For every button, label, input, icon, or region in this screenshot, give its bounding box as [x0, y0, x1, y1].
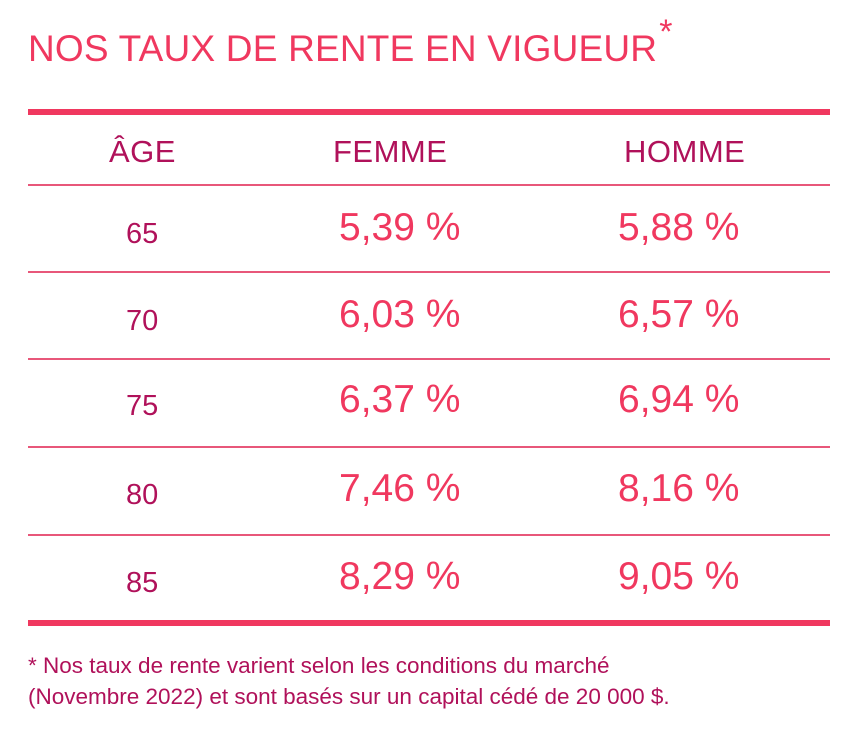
- table-row: 70 6,03 % 6,57 %: [0, 272, 857, 360]
- age-cell: 75: [126, 390, 159, 422]
- femme-rate-cell: 7,46 %: [339, 467, 461, 510]
- page-title: NOS TAUX DE RENTE EN VIGUEUR*: [28, 13, 673, 70]
- row-divider: [28, 534, 830, 536]
- age-cell: 65: [126, 218, 159, 250]
- table-row: 75 6,37 % 6,94 %: [0, 357, 857, 445]
- homme-rate-cell: 6,57 %: [618, 293, 740, 336]
- header-divider: [28, 184, 830, 186]
- footnote-line-1: * Nos taux de rente varient selon les co…: [28, 653, 610, 678]
- table-row: 65 5,39 % 5,88 %: [0, 185, 857, 273]
- footnote-line-2: (Novembre 2022) et sont basés sur un cap…: [28, 684, 670, 709]
- row-divider: [28, 271, 830, 273]
- homme-rate-cell: 8,16 %: [618, 467, 740, 510]
- row-divider: [28, 446, 830, 448]
- age-cell: 80: [126, 479, 159, 511]
- table-top-rule: [28, 109, 830, 115]
- header-femme: FEMME: [333, 134, 448, 169]
- homme-rate-cell: 5,88 %: [618, 206, 740, 249]
- femme-rate-cell: 5,39 %: [339, 206, 461, 249]
- header-age: ÂGE: [109, 134, 176, 169]
- header-homme: HOMME: [624, 134, 746, 169]
- table-row: 85 8,29 % 9,05 %: [0, 534, 857, 622]
- title-text: NOS TAUX DE RENTE EN VIGUEUR: [28, 28, 658, 69]
- femme-rate-cell: 6,37 %: [339, 378, 461, 421]
- row-divider: [28, 358, 830, 360]
- homme-rate-cell: 9,05 %: [618, 555, 740, 598]
- age-cell: 70: [126, 305, 159, 337]
- footnote: * Nos taux de rente varient selon les co…: [28, 650, 838, 712]
- femme-rate-cell: 8,29 %: [339, 555, 461, 598]
- title-asterisk: *: [659, 13, 673, 51]
- homme-rate-cell: 6,94 %: [618, 378, 740, 421]
- femme-rate-cell: 6,03 %: [339, 293, 461, 336]
- table-bottom-rule: [28, 620, 830, 626]
- table-row: 80 7,46 % 8,16 %: [0, 446, 857, 534]
- age-cell: 85: [126, 567, 159, 599]
